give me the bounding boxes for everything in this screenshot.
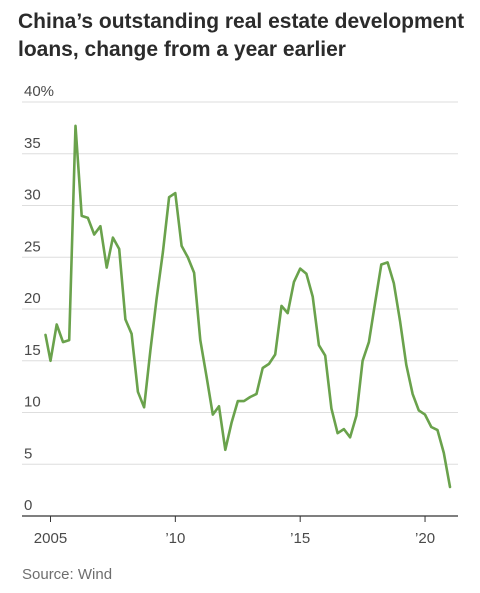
x-tick-label: 2005	[34, 530, 67, 547]
y-tick-label: 40%	[24, 83, 54, 100]
y-tick-label: 35	[24, 135, 41, 152]
source-note: Source: Wind	[22, 566, 113, 583]
y-axis-tick-labels: 40% 35 30 25 20 15 10 5 0	[24, 83, 54, 514]
y-tick-label: 25	[24, 238, 41, 255]
x-tick-label: ’15	[290, 530, 310, 547]
x-tick-label: ’10	[165, 530, 185, 547]
chart-title-line-2: loans, change from a year earlier	[18, 38, 346, 61]
chart-title-line-1: China’s outstanding real estate developm…	[18, 10, 465, 33]
y-tick-label: 5	[24, 445, 32, 462]
grid-lines	[22, 101, 458, 517]
x-tick-label: ’20	[415, 530, 435, 547]
x-axis: 2005 ’10 ’15 ’20	[34, 516, 435, 547]
y-tick-label: 0	[24, 497, 32, 514]
series-layer	[44, 124, 452, 489]
series-line-0	[44, 124, 452, 489]
y-tick-label: 10	[24, 394, 41, 411]
chart-title: China’s outstanding real estate developm…	[18, 8, 468, 64]
y-tick-label: 20	[24, 290, 41, 307]
y-tick-label: 30	[24, 187, 41, 204]
y-tick-label: 15	[24, 342, 41, 359]
